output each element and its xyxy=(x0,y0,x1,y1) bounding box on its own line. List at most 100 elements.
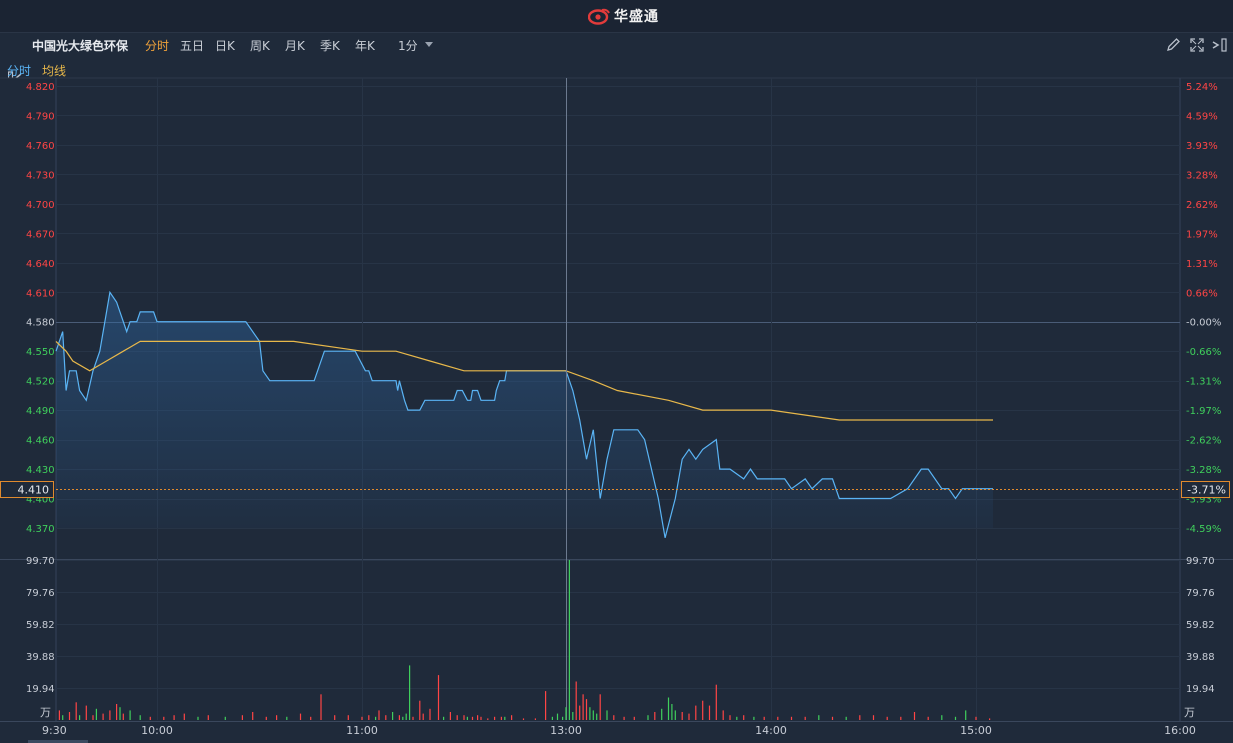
volume-tick-label-right: 19.94 xyxy=(1186,684,1215,695)
volume-bar xyxy=(556,713,559,720)
volume-bar xyxy=(763,716,765,720)
volume-bar xyxy=(562,716,564,720)
volume-bar xyxy=(347,715,349,720)
legend-average-line: 均线 xyxy=(42,64,67,78)
volume-bar xyxy=(320,694,322,720)
volume-bar xyxy=(596,713,598,720)
fullscreen-icon[interactable] xyxy=(1189,37,1205,53)
tab-weekly-k[interactable]: 周K xyxy=(250,39,270,53)
percent-tick-label: -3.93% xyxy=(1186,495,1221,506)
volume-bar xyxy=(589,707,591,720)
volume-bar xyxy=(954,716,957,720)
volume-bar xyxy=(368,715,370,720)
chart-toolbar: 中国光大绿色环保 分时 五日 日K 周K 月K 季K 年K 1分 xyxy=(0,33,1233,85)
percent-tick-label: 3.93% xyxy=(1186,141,1218,152)
volume-bar xyxy=(606,710,608,720)
time-scrollbar[interactable] xyxy=(28,740,88,743)
price-tick-label: 4.580 xyxy=(26,318,55,329)
average-line xyxy=(55,340,993,421)
interval-select[interactable]: 1分 xyxy=(398,39,418,53)
volume-bar xyxy=(375,716,377,720)
percent-tick-label: -2.62% xyxy=(1186,436,1221,447)
volume-bar xyxy=(405,713,407,720)
volume-bar xyxy=(927,716,929,720)
volume-bar xyxy=(674,710,676,720)
volume-bar xyxy=(463,715,465,720)
volume-bar xyxy=(361,716,363,720)
tab-daily-k[interactable]: 日K xyxy=(215,39,235,53)
volume-bar xyxy=(818,715,820,720)
price-line xyxy=(55,290,993,538)
volume-bar xyxy=(402,716,404,720)
volume-bar xyxy=(804,716,806,720)
time-tick-label: 15:00 xyxy=(960,724,992,737)
price-tick-label: 4.430 xyxy=(26,465,55,476)
volume-bar xyxy=(85,705,87,720)
volume-bar xyxy=(504,716,506,720)
volume-bar xyxy=(671,704,673,720)
price-tick-label: 4.400 xyxy=(26,495,55,506)
volume-bar xyxy=(197,716,199,720)
price-tick-label: 4.490 xyxy=(26,406,55,417)
price-tick-label: 4.670 xyxy=(26,229,55,240)
volume-unit-label-right: 万 xyxy=(1184,706,1195,719)
volume-bar xyxy=(975,716,977,720)
tab-yearly-k[interactable]: 年K xyxy=(355,39,375,53)
volume-bar xyxy=(466,716,468,720)
volume-bar xyxy=(422,713,424,720)
pencil-icon[interactable] xyxy=(1165,37,1181,53)
chevron-down-icon[interactable] xyxy=(425,42,433,48)
volume-bar xyxy=(534,718,536,720)
tab-intraday[interactable]: 分时 xyxy=(145,39,170,53)
volume-bar xyxy=(122,713,124,720)
percent-tick-label: 1.97% xyxy=(1186,229,1218,240)
last-price-value: 4.410 xyxy=(18,484,50,497)
volume-bar xyxy=(790,716,793,720)
volume-bar xyxy=(500,716,502,720)
volume-bar xyxy=(568,560,570,720)
volume-bar xyxy=(392,712,394,720)
volume-bar xyxy=(702,700,704,720)
time-tick-label: 14:00 xyxy=(755,724,787,737)
volume-bar xyxy=(654,712,656,720)
volume-bar xyxy=(551,716,553,720)
percent-tick-label: 1.31% xyxy=(1186,259,1218,270)
volume-bar xyxy=(722,710,724,720)
volume-bar xyxy=(299,713,302,720)
volume-bar xyxy=(661,708,663,720)
volume-tick-label: 79.76 xyxy=(26,588,55,599)
legend-price-line: 分时 xyxy=(7,64,32,78)
volume-bar xyxy=(443,716,445,720)
volume-bar xyxy=(585,699,588,720)
volume-bar xyxy=(831,716,834,720)
percent-tick-label: 5.24% xyxy=(1186,82,1218,93)
volume-bar xyxy=(116,704,118,720)
volume-bar xyxy=(913,712,916,720)
stock-name: 中国光大绿色环保 xyxy=(32,39,129,53)
price-tick-label: 4.550 xyxy=(26,347,55,358)
volume-bar xyxy=(582,694,584,720)
volume-bar xyxy=(149,716,151,720)
tab-monthly-k[interactable]: 月K xyxy=(285,39,305,53)
volume-bar xyxy=(102,713,104,720)
tab-quarterly-k[interactable]: 季K xyxy=(320,39,340,53)
volume-bar xyxy=(487,718,489,720)
tab-five-day[interactable]: 五日 xyxy=(180,39,205,53)
volume-bar xyxy=(139,715,141,720)
price-tick-label: 4.760 xyxy=(26,141,55,152)
volume-bar xyxy=(900,716,902,720)
price-tick-label: 4.640 xyxy=(26,259,55,270)
expand-panel-icon[interactable] xyxy=(1211,37,1227,53)
volume-bar xyxy=(989,718,991,720)
percent-tick-label: 0.66% xyxy=(1186,288,1218,299)
last-change-value: -3.71% xyxy=(1187,484,1226,497)
percent-tick-label: -1.97% xyxy=(1186,406,1221,417)
price-area xyxy=(56,292,993,538)
volume-bar xyxy=(575,681,577,720)
volume-bar xyxy=(859,715,861,720)
time-tick-label: 11:00 xyxy=(346,724,378,737)
volume-bar xyxy=(129,710,131,720)
volume-bar xyxy=(736,716,738,720)
volume-bar xyxy=(398,715,400,720)
